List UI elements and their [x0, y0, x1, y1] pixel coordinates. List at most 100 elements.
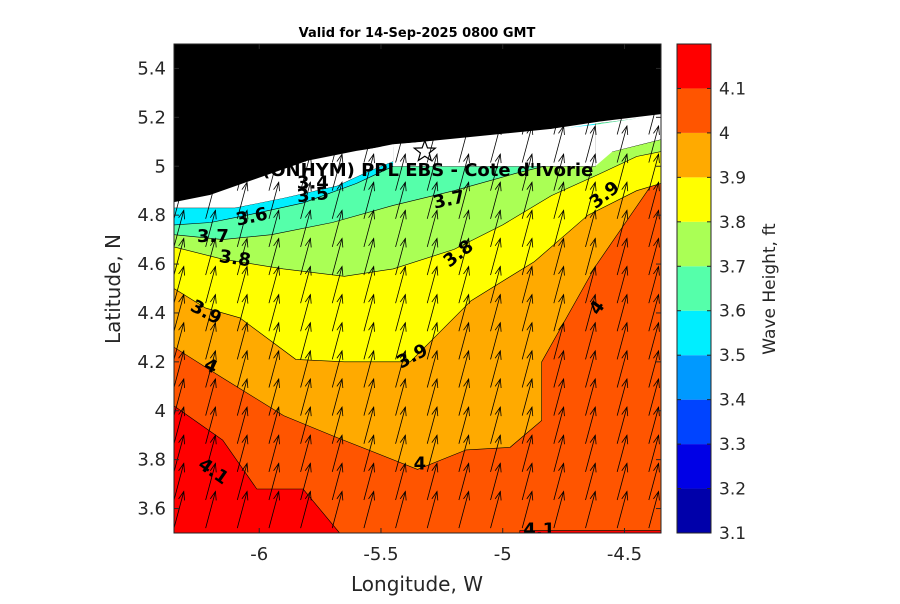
wave-vector [426, 124, 439, 163]
wave-vector [174, 462, 185, 501]
wave-vector [174, 96, 185, 135]
wave-vector [331, 237, 344, 276]
wave-vector [174, 434, 185, 472]
y-tick-label: 5.4 [137, 58, 166, 79]
wave-vector [300, 490, 312, 529]
wave-vector [490, 209, 502, 248]
wave-vector [553, 377, 565, 416]
colorbar-swatch [677, 266, 711, 311]
wave-vector [395, 237, 407, 276]
wave-vector [236, 406, 249, 444]
x-tick-label: -4.5 [607, 544, 642, 565]
x-tick-label: -5.5 [363, 544, 398, 565]
chart-title: Valid for 14-Sep-2025 0800 GMT [299, 26, 536, 41]
wave-vector [585, 209, 597, 248]
colorbar-tick-label: 3.3 [719, 435, 746, 455]
wave-vector [205, 462, 217, 501]
y-tick-label: 3.8 [137, 450, 166, 471]
wave-vector [363, 321, 375, 360]
wave-vector [585, 462, 597, 501]
wave-vector [521, 152, 534, 191]
wave-vector [236, 181, 249, 219]
y-tick-label: 3.6 [137, 499, 166, 520]
wave-vector [174, 349, 185, 388]
wave-vector [648, 434, 660, 472]
wave-vector [490, 321, 502, 360]
wave-vector [331, 321, 344, 360]
wave-vector [648, 152, 660, 191]
colorbar-tick-label: 3.5 [719, 346, 746, 366]
wave-vector [616, 124, 629, 163]
wave-vector [490, 406, 502, 444]
wave-vector [490, 124, 502, 163]
wave-vector [174, 237, 185, 276]
wave-vector [300, 152, 312, 191]
wave-vector [490, 96, 502, 135]
wave-vector [458, 321, 470, 360]
wave-vector [331, 152, 344, 191]
wave-vector [648, 96, 660, 135]
wave-vector [458, 209, 470, 248]
wave-vector [648, 209, 660, 248]
wave-vector [426, 293, 439, 332]
colorbar-tick-label: 3.7 [719, 257, 746, 277]
wave-vector [616, 96, 629, 135]
location-marker [412, 138, 437, 162]
wave-vector [648, 490, 660, 529]
wave-vector [648, 462, 660, 501]
wave-vector [268, 181, 280, 219]
colorbar-swatch [677, 310, 711, 356]
location-label: (ONHYM) PPL EBS - Cote d'Ivorie [262, 160, 593, 181]
wave-vector [300, 321, 312, 360]
wave-vector [490, 434, 502, 472]
wave-vector [205, 96, 217, 135]
wave-vector [236, 124, 249, 163]
wave-vector [521, 237, 534, 276]
wave-vector [426, 96, 439, 135]
contour-label: 3.5 [296, 183, 330, 207]
wave-vector [553, 181, 565, 219]
wave-vector [268, 490, 280, 529]
wave-vector [458, 181, 470, 219]
wave-vector [236, 265, 249, 304]
wave-vector [205, 490, 217, 529]
land-polygon [174, 44, 661, 203]
wave-vector [585, 434, 597, 472]
wave-vector [585, 349, 597, 388]
wave-vector [205, 321, 217, 360]
wave-vector [585, 237, 597, 276]
wave-vector [616, 293, 629, 332]
wave-vector [268, 462, 280, 501]
wave-vector [300, 265, 312, 304]
colorbar-swatch [677, 221, 711, 267]
wave-vector [585, 152, 597, 191]
wave-vector [395, 406, 407, 444]
wave-vector [300, 181, 312, 219]
wave-vector [553, 152, 565, 191]
wave-vector [490, 152, 502, 191]
wave-vector [648, 293, 660, 332]
wave-vector [458, 490, 470, 529]
wave-vector [521, 349, 534, 388]
wave-vector [363, 181, 375, 219]
colorbar-swatch [677, 88, 711, 133]
wave-vector [521, 124, 534, 163]
wave-vector [331, 265, 344, 304]
wave-vector [236, 434, 249, 472]
wave-vector [363, 124, 375, 163]
wave-vector [205, 434, 217, 472]
wave-vector [300, 237, 312, 276]
wave-vector [616, 349, 629, 388]
wave-vector [395, 124, 407, 163]
wave-vector [490, 377, 502, 416]
colorbar-swatch [677, 177, 711, 222]
wave-vector [648, 181, 660, 219]
y-tick-label: 5.2 [137, 107, 166, 128]
wave-vector [616, 181, 629, 219]
y-tick-label: 5 [155, 156, 166, 177]
wave-vector [458, 237, 470, 276]
wave-vector [521, 265, 534, 304]
wave-vector [300, 406, 312, 444]
wave-vector [205, 209, 217, 248]
